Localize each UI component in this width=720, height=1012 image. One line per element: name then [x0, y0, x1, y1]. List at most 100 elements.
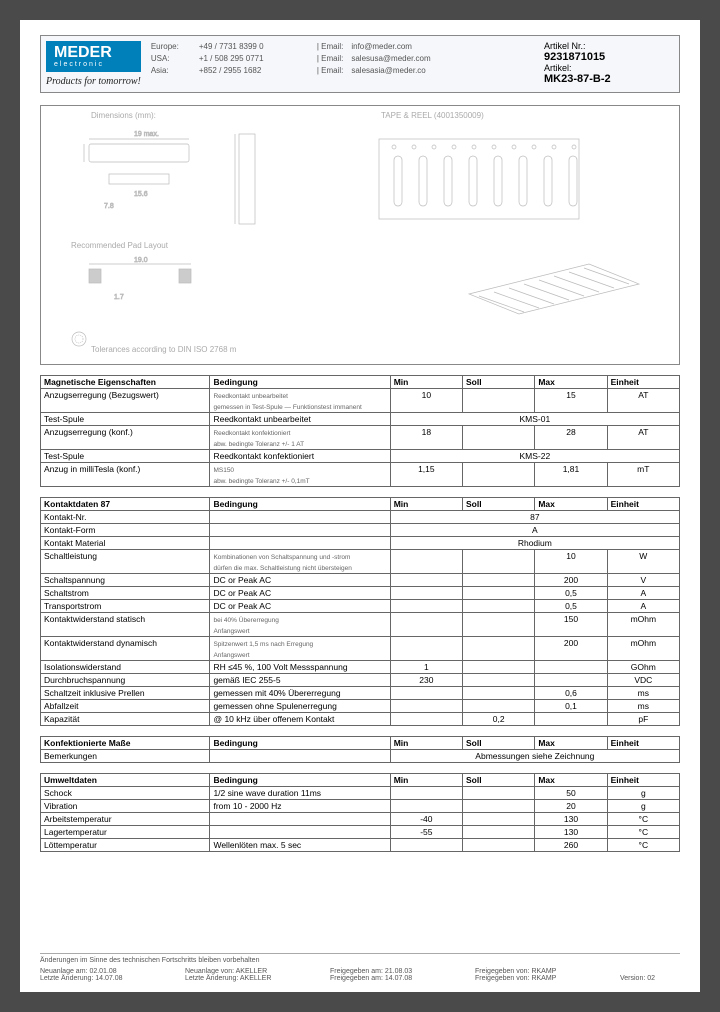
col-header: Soll [463, 737, 535, 750]
table-row: Kontaktwiderstand dynamischSpitzenwert 1… [41, 637, 680, 661]
param-name: Kontakt-Nr. [41, 511, 210, 524]
param-name: Arbeitstemperatur [41, 813, 210, 826]
cell-soll [463, 426, 535, 450]
cell-unit: °C [607, 813, 679, 826]
param-cond: Spitzenwert 1,5 ms nach ErregungAnfangsw… [210, 637, 390, 661]
span-value: Abmessungen siehe Zeichnung [390, 750, 679, 763]
cell-soll [463, 813, 535, 826]
frei2-by: RKAMP [531, 975, 556, 982]
param-cond [210, 537, 390, 550]
spec-table: Kontaktdaten 87BedingungMinSollMaxEinhei… [40, 497, 680, 726]
cell-soll [463, 661, 535, 674]
cell-max: 50 [535, 787, 607, 800]
cell-min [390, 587, 462, 600]
table-title: Kontaktdaten 87 [41, 498, 210, 511]
frei-date: 21.08.03 [385, 968, 412, 975]
param-cond: Kombinationen von Schaltspannung und -st… [210, 550, 390, 574]
letzte-by-label: Letzte Änderung: [185, 975, 238, 982]
svg-text:1.7: 1.7 [114, 294, 124, 301]
footer: Änderungen im Sinne des technischen Fort… [40, 953, 680, 982]
param-cond [210, 813, 390, 826]
cell-min: 230 [390, 674, 462, 687]
param-name: Kontaktwiderstand dynamisch [41, 637, 210, 661]
cell-max: 0,6 [535, 687, 607, 700]
param-cond: MS150abw. bedingte Toleranz +/- 0,1mT [210, 463, 390, 487]
col-header: Min [390, 498, 462, 511]
span-value: KMS-01 [390, 413, 679, 426]
contact-email: salesasia@meder.co [351, 65, 425, 77]
cell-max: 0,1 [535, 700, 607, 713]
cell-soll [463, 463, 535, 487]
cell-unit: g [607, 800, 679, 813]
cell-unit: pF [607, 713, 679, 726]
neu-by: AKELLER [236, 968, 268, 975]
contact-region: USA: [151, 53, 191, 65]
cell-soll [463, 613, 535, 637]
article-name: MK23-87-B-2 [544, 73, 674, 85]
cell-unit: A [607, 600, 679, 613]
param-name: Anzug in milliTesla (konf.) [41, 463, 210, 487]
slogan: Products for tomorrow! [46, 76, 141, 87]
cell-min: -55 [390, 826, 462, 839]
table-row: Anzugserregung (konf.)Reedkontakt konfek… [41, 426, 680, 450]
header: MEDER electronic Products for tomorrow! … [40, 35, 680, 93]
cell-unit: °C [607, 826, 679, 839]
tables-container: Magnetische EigenschaftenBedingungMinSol… [40, 375, 680, 852]
param-name: Löttemperatur [41, 839, 210, 852]
cell-min: 1 [390, 661, 462, 674]
cell-unit: mOhm [607, 613, 679, 637]
table-row: Durchbruchspannunggemäß IEC 255-5230VDC [41, 674, 680, 687]
frei2-date: 14.07.08 [385, 975, 412, 982]
param-name: Kapazität [41, 713, 210, 726]
cell-soll [463, 600, 535, 613]
contacts: Europe: +49 / 7731 8399 0 | Email: info@… [151, 41, 534, 77]
col-header: Min [390, 737, 462, 750]
param-name: Bemerkungen [41, 750, 210, 763]
logo-main: MEDER [54, 45, 133, 61]
contact-phone: +852 / 2955 1682 [199, 65, 309, 77]
col-header: Max [535, 498, 607, 511]
cell-max: 130 [535, 813, 607, 826]
cell-min [390, 637, 462, 661]
table-row: Bemerkungen Abmessungen siehe Zeichnung [41, 750, 680, 763]
param-cond: Reedkontakt konfektioniertabw. bedingte … [210, 426, 390, 450]
param-cond: Reedkontakt konfektioniert [210, 450, 390, 463]
param-name: Kontakt Material [41, 537, 210, 550]
cell-min [390, 713, 462, 726]
cell-max: 0,5 [535, 600, 607, 613]
cell-max: 28 [535, 426, 607, 450]
col-header: Max [535, 774, 607, 787]
cell-min [390, 574, 462, 587]
cond-header: Bedingung [210, 498, 390, 511]
param-cond: DC or Peak AC [210, 600, 390, 613]
neu-label: Neuanlage am: [40, 968, 87, 975]
cell-unit: °C [607, 839, 679, 852]
article-label: Artikel: [544, 63, 674, 73]
svg-text:15.6: 15.6 [134, 191, 148, 198]
param-name: Transportstrom [41, 600, 210, 613]
contact-region: Asia: [151, 65, 191, 77]
datasheet-page: MEDER electronic Products for tomorrow! … [20, 20, 700, 992]
cell-unit: ms [607, 687, 679, 700]
cell-unit: mT [607, 463, 679, 487]
cell-soll [463, 550, 535, 574]
param-name: Schaltleistung [41, 550, 210, 574]
cell-unit: g [607, 787, 679, 800]
cond-header: Bedingung [210, 774, 390, 787]
contact-email: salesusa@meder.com [351, 53, 430, 65]
table-row: Anzug in milliTesla (konf.)MS150abw. bed… [41, 463, 680, 487]
param-name: Vibration [41, 800, 210, 813]
contact-region: Europe: [151, 41, 191, 53]
cell-soll [463, 674, 535, 687]
drawing-svg: 19 max. 15.6 7.8 [49, 114, 669, 354]
col-header: Einheit [607, 498, 679, 511]
cell-max: 0,5 [535, 587, 607, 600]
param-cond: DC or Peak AC [210, 574, 390, 587]
table-row: Schaltzeit inklusive Prellengemessen mit… [41, 687, 680, 700]
param-name: Durchbruchspannung [41, 674, 210, 687]
version-label: Version: [620, 975, 645, 982]
table-row: Kontakt-Nr.87 [41, 511, 680, 524]
cell-min [390, 613, 462, 637]
neu-by-label: Neuanlage von: [185, 968, 234, 975]
svg-text:19.0: 19.0 [134, 257, 148, 264]
